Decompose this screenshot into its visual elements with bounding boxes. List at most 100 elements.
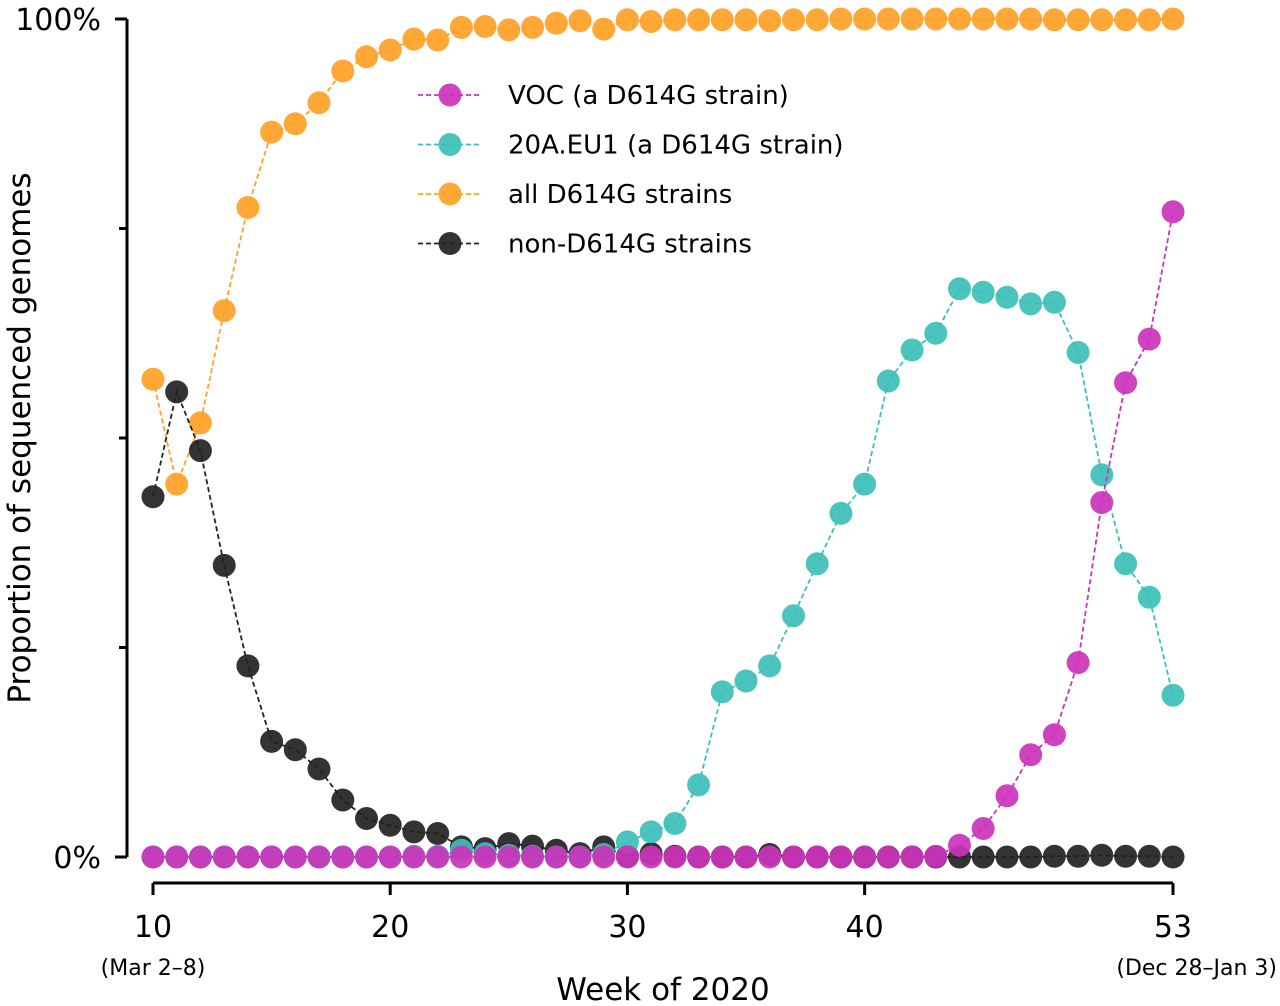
data-point — [853, 845, 877, 869]
data-point — [473, 15, 497, 38]
data-point — [948, 277, 971, 301]
y-ticks: 0% 100% — [15, 3, 127, 876]
data-point — [734, 669, 758, 693]
data-point — [426, 822, 450, 845]
data-point — [283, 112, 307, 136]
x-tick-label: 53 — [1154, 910, 1192, 945]
data-point — [734, 845, 758, 869]
x-tick-sublabel: (Dec 28–Jan 3) — [1116, 956, 1277, 981]
series-line — [153, 211, 1174, 858]
data-point — [449, 15, 473, 39]
series-group — [141, 200, 1185, 869]
data-point — [1090, 843, 1114, 867]
data-point — [710, 8, 734, 32]
data-point — [1019, 845, 1043, 869]
data-point — [426, 28, 450, 52]
x-tick-label: 10 — [134, 910, 172, 945]
data-point — [710, 845, 734, 869]
data-point — [758, 654, 782, 678]
data-point — [544, 11, 568, 35]
data-point — [402, 845, 426, 869]
data-point — [995, 285, 1019, 309]
data-point — [426, 845, 450, 869]
data-point — [236, 196, 260, 219]
data-point — [188, 439, 212, 463]
data-point — [1114, 844, 1138, 868]
data-point — [307, 91, 331, 115]
data-point — [165, 845, 189, 869]
legend-marker — [438, 232, 462, 255]
data-point — [900, 845, 924, 869]
data-point — [805, 845, 829, 869]
data-point — [924, 844, 948, 868]
series-group — [141, 7, 1185, 496]
data-point — [948, 833, 971, 857]
data-point — [1090, 8, 1114, 32]
data-point — [1019, 7, 1043, 31]
data-point — [876, 845, 900, 869]
data-point — [1114, 371, 1138, 395]
data-point — [1137, 327, 1161, 351]
data-point — [188, 845, 212, 869]
data-point — [663, 812, 687, 835]
data-point — [355, 845, 378, 869]
data-point — [1161, 7, 1185, 31]
data-point — [497, 845, 521, 869]
data-point — [924, 321, 948, 345]
data-point — [948, 7, 971, 31]
legend-marker — [438, 133, 462, 156]
data-point — [924, 7, 948, 31]
data-point — [402, 820, 426, 844]
legend-item: all D614G strains — [418, 180, 732, 210]
data-point — [1137, 8, 1161, 32]
data-point — [1090, 463, 1114, 487]
data-point — [805, 552, 829, 576]
data-point — [165, 472, 189, 496]
data-point — [355, 45, 378, 69]
x-tick-label: 40 — [846, 910, 884, 945]
legend-label: VOC (a D614G strain) — [508, 81, 789, 111]
data-point — [1066, 8, 1090, 32]
data-point — [615, 845, 639, 869]
y-tick-label: 100% — [15, 3, 101, 38]
data-point — [900, 7, 924, 31]
data-point — [639, 10, 663, 33]
data-point — [212, 553, 236, 577]
data-point — [568, 9, 592, 33]
data-point — [687, 8, 711, 32]
x-tick-label: 30 — [608, 910, 646, 945]
series-group — [141, 380, 1185, 869]
data-point — [402, 27, 426, 51]
x-tick-sublabel: (Mar 2–8) — [101, 956, 206, 981]
x-axis-title: Week of 2020 — [556, 972, 769, 1006]
data-point — [212, 299, 236, 323]
data-point — [1019, 292, 1043, 316]
data-point — [782, 845, 805, 869]
data-point — [307, 845, 331, 869]
data-point — [1066, 341, 1090, 364]
data-point — [188, 411, 212, 435]
data-point — [829, 501, 853, 525]
data-point — [260, 120, 284, 144]
data-point — [141, 845, 165, 869]
data-point — [876, 369, 900, 393]
data-point — [1042, 8, 1066, 32]
data-point — [378, 38, 402, 62]
data-point — [876, 7, 900, 31]
series-line — [152, 388, 1174, 858]
data-point — [497, 18, 521, 42]
data-point — [521, 845, 544, 869]
y-tick-label: 0% — [53, 841, 101, 876]
data-point — [853, 472, 877, 496]
data-point — [829, 7, 853, 31]
data-point — [331, 845, 355, 869]
data-point — [1042, 844, 1066, 868]
data-point — [853, 7, 877, 31]
data-point — [236, 845, 260, 869]
legend-label: all D614G strains — [508, 180, 732, 210]
data-point — [568, 845, 592, 869]
data-point — [1114, 552, 1138, 576]
data-point — [1137, 585, 1161, 609]
data-point — [639, 820, 663, 844]
